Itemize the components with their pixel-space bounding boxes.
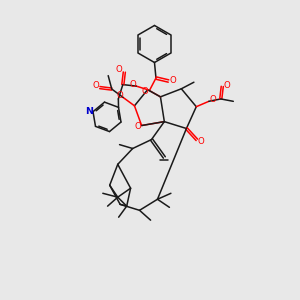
Text: O: O bbox=[116, 91, 123, 100]
Text: N: N bbox=[85, 106, 93, 116]
Text: O: O bbox=[198, 137, 205, 146]
Text: O: O bbox=[224, 81, 230, 90]
Text: O: O bbox=[129, 80, 136, 89]
Text: O: O bbox=[134, 122, 141, 131]
Text: O: O bbox=[92, 81, 99, 90]
Text: O: O bbox=[209, 95, 216, 104]
Text: O: O bbox=[169, 76, 176, 85]
Text: O: O bbox=[116, 65, 123, 74]
Text: O: O bbox=[142, 87, 148, 96]
